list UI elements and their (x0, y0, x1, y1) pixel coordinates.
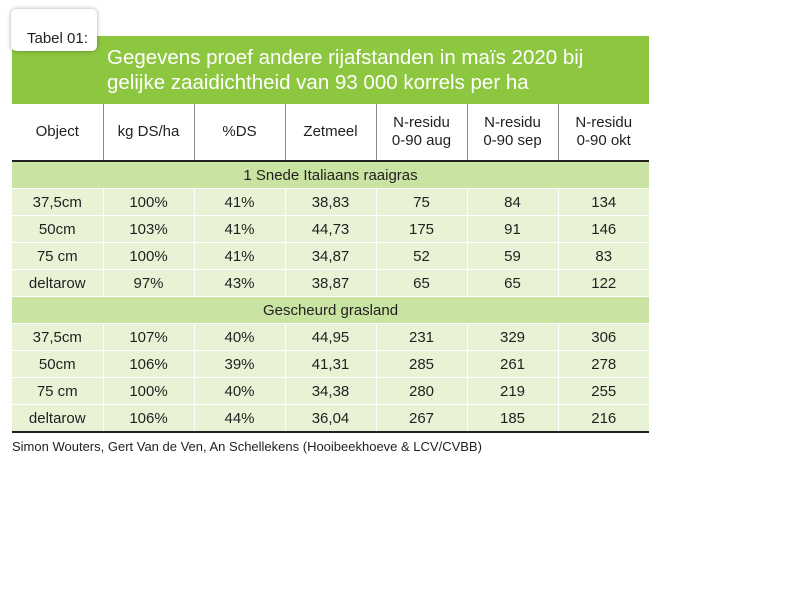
table-cell: 40% (194, 377, 286, 405)
table-cell: 36,04 (285, 404, 377, 433)
section-header-row: Gescheurd grasland (12, 296, 649, 324)
table-row: 75 cm 100% 40% 34,38 280 219 255 (12, 377, 649, 405)
column-header-row: Object kg DS/ha %DS Zetmeel N-residu 0-90… (12, 104, 649, 162)
table-cell: 38,83 (285, 188, 377, 216)
table-cell: 100% (103, 377, 195, 405)
table-cell: 75 cm (12, 377, 104, 405)
table-cell: 52 (376, 242, 468, 270)
table-cell: 43% (194, 269, 286, 297)
table-row: 75 cm 100% 41% 34,87 52 59 83 (12, 242, 649, 270)
table-cell: 91 (467, 215, 559, 243)
table-cell: 285 (376, 350, 468, 378)
table-header-banner: Gegevens proef andere rijafstanden in ma… (12, 36, 649, 104)
table-cell: 103% (103, 215, 195, 243)
table-cell: 34,87 (285, 242, 377, 270)
section-header-row: 1 Snede Italiaans raaigras (12, 161, 649, 189)
table-cell: 44,73 (285, 215, 377, 243)
table-cell: 278 (558, 350, 649, 378)
table-cell: 185 (467, 404, 559, 433)
table-cell: 175 (376, 215, 468, 243)
table-cell: 65 (376, 269, 468, 297)
table-cell: 65 (467, 269, 559, 297)
table-cell: 44% (194, 404, 286, 433)
table-cell: 50cm (12, 215, 104, 243)
table-cell: 106% (103, 404, 195, 433)
table-cell: 34,38 (285, 377, 377, 405)
table-label-tag: Tabel 01: (11, 9, 97, 51)
table-cell: 41% (194, 215, 286, 243)
table-row: 37,5cm 107% 40% 44,95 231 329 306 (12, 323, 649, 351)
table-label: Tabel 01: (27, 30, 88, 47)
table-cell: 134 (558, 188, 649, 216)
table-cell: 100% (103, 242, 195, 270)
table-cell: 39% (194, 350, 286, 378)
column-header-nresidu-aug: N-residu 0-90 aug (376, 104, 468, 162)
column-header-pct-ds: %DS (194, 104, 286, 162)
table-cell: 84 (467, 188, 559, 216)
table-title-line-1: Gegevens proef andere rijafstanden in ma… (107, 46, 584, 69)
section-title: 1 Snede Italiaans raaigras (12, 161, 649, 189)
table-cell: 219 (467, 377, 559, 405)
table-row: 50cm 103% 41% 44,73 175 91 146 (12, 215, 649, 243)
column-header-object: Object (12, 104, 104, 162)
table-cell: 38,87 (285, 269, 377, 297)
table-cell: 41% (194, 188, 286, 216)
column-header-nresidu-sep: N-residu 0-90 sep (467, 104, 559, 162)
table-cell: 59 (467, 242, 559, 270)
table-cell: 44,95 (285, 323, 377, 351)
table-cell: 50cm (12, 350, 104, 378)
source-credit: Simon Wouters, Gert Van de Ven, An Schel… (12, 439, 482, 454)
table-cell: 280 (376, 377, 468, 405)
table-title: Gegevens proef andere rijafstanden in ma… (107, 45, 643, 95)
column-header-zetmeel: Zetmeel (285, 104, 377, 162)
table-cell: deltarow (12, 269, 104, 297)
data-table: Object kg DS/ha %DS Zetmeel N-residu 0-90… (12, 104, 649, 433)
table-cell: deltarow (12, 404, 104, 433)
table-cell: 75 cm (12, 242, 104, 270)
table-cell: 329 (467, 323, 559, 351)
table-cell: 41,31 (285, 350, 377, 378)
table-row: 37,5cm 100% 41% 38,83 75 84 134 (12, 188, 649, 216)
table-cell: 306 (558, 323, 649, 351)
table-row: deltarow 106% 44% 36,04 267 185 216 (12, 404, 649, 433)
table-cell: 146 (558, 215, 649, 243)
table-cell: 122 (558, 269, 649, 297)
table-row: deltarow 97% 43% 38,87 65 65 122 (12, 269, 649, 297)
table-cell: 97% (103, 269, 195, 297)
table-row: 50cm 106% 39% 41,31 285 261 278 (12, 350, 649, 378)
table-cell: 37,5cm (12, 323, 104, 351)
table-cell: 231 (376, 323, 468, 351)
table-cell: 106% (103, 350, 195, 378)
table-cell: 267 (376, 404, 468, 433)
table-cell: 83 (558, 242, 649, 270)
column-header-kg-ds: kg DS/ha (103, 104, 195, 162)
table-cell: 75 (376, 188, 468, 216)
table-cell: 100% (103, 188, 195, 216)
table-cell: 107% (103, 323, 195, 351)
table-cell: 255 (558, 377, 649, 405)
table-cell: 37,5cm (12, 188, 104, 216)
table-cell: 40% (194, 323, 286, 351)
table-title-line-2: gelijke zaaidichtheid van 93 000 korrels… (107, 71, 529, 94)
table-cell: 216 (558, 404, 649, 433)
section-title: Gescheurd grasland (12, 296, 649, 324)
column-header-nresidu-okt: N-residu 0-90 okt (558, 104, 649, 162)
table-cell: 261 (467, 350, 559, 378)
table-cell: 41% (194, 242, 286, 270)
